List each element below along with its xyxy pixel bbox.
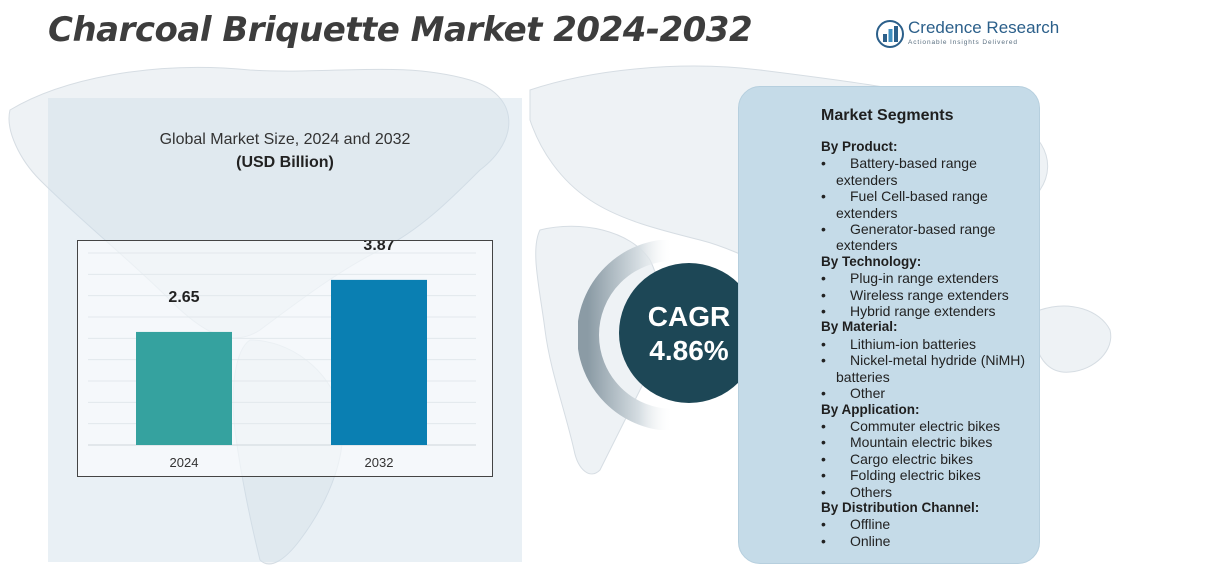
- page-title: Charcoal Briquette Market 2024-2032: [48, 10, 753, 50]
- bar-2024: [136, 331, 232, 445]
- bullet-icon: •: [821, 221, 826, 238]
- bullet-icon: •: [821, 155, 826, 172]
- bullet-icon: •: [821, 483, 826, 500]
- list-item: • Online: [821, 532, 891, 549]
- chart-title: Global Market Size, 2024 and 2032: [159, 131, 411, 148]
- list-item: • Mountain electric bikes: [821, 434, 993, 451]
- segment-heading: By Material:: [821, 319, 898, 335]
- segment-heading: By Technology:: [821, 253, 922, 269]
- list-item: • Generator-based range extenders: [821, 221, 996, 254]
- x-tick-label-2024: 2024: [170, 455, 199, 470]
- list-item: • Wireless range extenders: [821, 286, 1009, 303]
- data-label-2024: 2.65: [168, 289, 199, 306]
- data-label-2032: 3.87: [363, 241, 394, 254]
- bullet-icon: •: [821, 188, 826, 205]
- x-tick-label-2032: 2032: [365, 455, 394, 470]
- bullet-icon: •: [821, 286, 826, 303]
- cagr-badge: CAGR 4.86%: [619, 263, 759, 403]
- list-item: • Other: [821, 385, 886, 402]
- bar-chart-logo-icon: [876, 20, 904, 48]
- list-item: • Others: [821, 483, 893, 500]
- bullet-icon: •: [821, 335, 826, 352]
- bullet-icon: •: [821, 385, 826, 402]
- list-item: • Plug-in range extenders: [821, 270, 999, 287]
- bullet-icon: •: [821, 467, 826, 484]
- cagr-ring-decoration: [578, 240, 674, 430]
- segment-group-distribution: By Distribution Channel: • Offline • Onlin…: [821, 500, 1031, 549]
- bullet-icon: •: [821, 303, 826, 320]
- bullet-icon: •: [821, 450, 826, 467]
- bullet-icon: •: [821, 516, 826, 533]
- bullet-icon: •: [821, 434, 826, 451]
- bullet-icon: •: [821, 532, 826, 549]
- segment-heading: By Application:: [821, 401, 920, 417]
- list-item: • Offline: [821, 516, 891, 533]
- segment-group-technology: By Technology: • Plug-in range extenders …: [821, 254, 1031, 320]
- logo-tagline: Actionable Insights Delivered: [908, 39, 1018, 46]
- bullet-icon: •: [821, 352, 826, 369]
- list-item: • Folding electric bikes: [821, 467, 981, 484]
- company-logo: Credence Research Actionable Insights De…: [876, 18, 1066, 52]
- list-item: • Fuel Cell-based range extenders: [821, 188, 988, 221]
- logo-name: Credence Research: [908, 18, 1060, 37]
- segment-heading: By Product:: [821, 139, 898, 154]
- segment-heading: By Distribution Channel:: [821, 499, 980, 515]
- segment-group-application: By Application: • Commuter electric bikes…: [821, 402, 1031, 500]
- list-item: • Lithium-ion batteries: [821, 335, 977, 352]
- bar-chart-svg: 2.65 2024 3.87 2032: [88, 241, 476, 470]
- chart-unit: (USD Billion): [236, 154, 334, 171]
- bar-chart: 2.65 2024 3.87 2032: [77, 240, 493, 477]
- segments-title: Market Segments: [821, 107, 954, 124]
- market-segments-panel: Market Segments By Product: • Battery-bas…: [738, 86, 1040, 564]
- list-item: • Cargo electric bikes: [821, 450, 973, 467]
- segment-group-material: By Material: • Lithium-ion batteries • Nic…: [821, 319, 1031, 401]
- segments-list: By Product: • Battery-based range extende…: [821, 139, 1031, 549]
- segment-group-product: By Product: • Battery-based range extende…: [821, 139, 1031, 254]
- bar-2032: [331, 279, 427, 445]
- list-item: • Commuter electric bikes: [821, 417, 1001, 434]
- cagr-label: CAGR: [647, 301, 731, 332]
- cagr-value: 4.86%: [649, 335, 729, 366]
- list-item: • Nickel-metal hydride (NiMH) batteries: [821, 352, 1026, 385]
- list-item: • Hybrid range extenders: [821, 303, 996, 320]
- bullet-icon: •: [821, 417, 826, 434]
- bullet-icon: •: [821, 270, 826, 287]
- list-item: • Battery-based range extenders: [821, 155, 977, 188]
